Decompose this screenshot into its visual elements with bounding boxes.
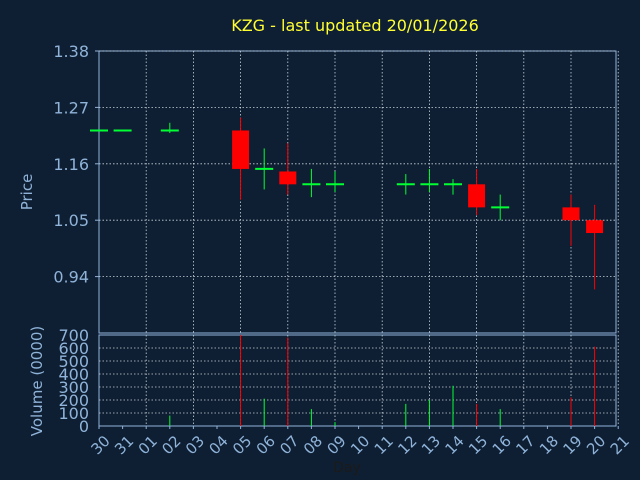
candle-body bbox=[468, 184, 486, 208]
volume-tick-label: 700 bbox=[58, 326, 89, 345]
candle-body bbox=[562, 207, 580, 221]
x-tick-label: 05 bbox=[229, 432, 255, 458]
x-tick-label: 12 bbox=[394, 432, 420, 458]
x-tick-label: 13 bbox=[418, 432, 444, 458]
chart-title: KZG - last updated 20/01/2026 bbox=[231, 16, 479, 35]
candle bbox=[444, 179, 462, 195]
x-axis-label: Day bbox=[333, 460, 361, 476]
x-tick-label: 19 bbox=[560, 432, 586, 458]
x-tick-label: 20 bbox=[583, 432, 609, 458]
x-tick-label: 11 bbox=[371, 432, 397, 458]
x-tick-label: 06 bbox=[253, 432, 279, 458]
candle bbox=[326, 171, 344, 192]
x-tick-label: 02 bbox=[158, 432, 184, 458]
candles bbox=[90, 117, 604, 290]
candle bbox=[586, 204, 604, 290]
x-tick-label: 01 bbox=[135, 432, 161, 458]
volume-bars bbox=[169, 335, 596, 426]
candle bbox=[160, 122, 179, 134]
candle bbox=[396, 174, 415, 195]
x-tick-label: 09 bbox=[324, 432, 350, 458]
x-tick-label: 10 bbox=[347, 432, 373, 458]
x-tick-label: 15 bbox=[465, 432, 491, 458]
x-tick-label: 07 bbox=[276, 432, 302, 458]
volume-tick-label: 600 bbox=[58, 339, 89, 358]
candle bbox=[491, 194, 510, 221]
volume-tick-label: 300 bbox=[58, 378, 89, 397]
x-tick-label: 30 bbox=[88, 432, 114, 458]
volume-grid bbox=[99, 335, 619, 426]
candle-body bbox=[279, 171, 297, 185]
price-axis-label: Price bbox=[18, 174, 36, 211]
x-tick-label: 14 bbox=[442, 432, 468, 458]
x-tick-labels: 3031010203040506070809101112131415161718… bbox=[88, 426, 633, 458]
price-tick-label: 1.05 bbox=[53, 211, 89, 230]
candle bbox=[302, 168, 321, 198]
x-tick-label: 17 bbox=[512, 432, 538, 458]
x-tick-label: 08 bbox=[300, 432, 326, 458]
price-tick-label: 1.38 bbox=[53, 42, 89, 61]
candle-body bbox=[232, 130, 250, 169]
candle bbox=[420, 168, 439, 192]
price-grid bbox=[99, 50, 619, 333]
candle bbox=[468, 168, 486, 216]
volume-axis-label: Volume (0000) bbox=[28, 326, 46, 436]
price-tick-label: 1.27 bbox=[53, 98, 89, 117]
volume-tick-label: 500 bbox=[58, 352, 89, 371]
volume-tick-label: 0 bbox=[79, 417, 89, 436]
price-tick-label: 0.94 bbox=[53, 268, 89, 287]
x-tick-label: 31 bbox=[111, 432, 137, 458]
candle bbox=[562, 194, 580, 246]
x-tick-label: 03 bbox=[182, 432, 208, 458]
candle bbox=[279, 143, 297, 195]
price-tick-label: 1.16 bbox=[53, 155, 89, 174]
volume-tick-label: 400 bbox=[58, 365, 89, 384]
x-tick-label: 21 bbox=[607, 432, 633, 458]
volume-tick-label: 200 bbox=[58, 391, 89, 410]
candle-body bbox=[586, 220, 604, 234]
volume-tick-label: 100 bbox=[58, 404, 89, 423]
x-tick-label: 04 bbox=[206, 432, 232, 458]
x-tick-label: 18 bbox=[536, 432, 562, 458]
price-y-ticks: 1.38 1.27 1.16 1.05 0.94 bbox=[53, 42, 99, 287]
price-panel: 1.38 1.27 1.16 1.05 0.94 Price bbox=[18, 42, 619, 334]
x-tick-label: 16 bbox=[489, 432, 515, 458]
candle bbox=[232, 117, 250, 200]
candle bbox=[255, 148, 274, 190]
